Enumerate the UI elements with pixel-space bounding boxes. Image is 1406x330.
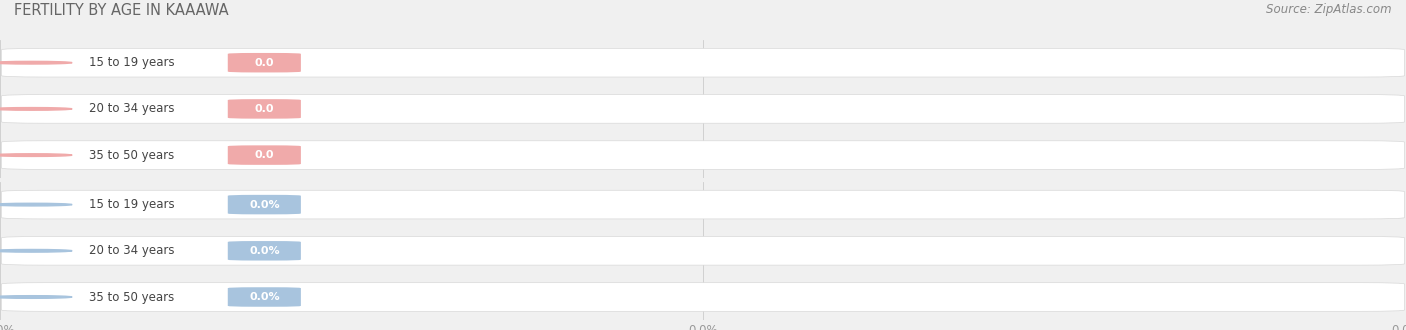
Circle shape bbox=[0, 203, 72, 206]
Text: 15 to 19 years: 15 to 19 years bbox=[89, 56, 174, 69]
Text: Source: ZipAtlas.com: Source: ZipAtlas.com bbox=[1267, 3, 1392, 16]
Circle shape bbox=[0, 249, 72, 252]
Circle shape bbox=[0, 61, 72, 64]
Text: 0.0%: 0.0% bbox=[249, 246, 280, 256]
Circle shape bbox=[0, 108, 72, 110]
FancyBboxPatch shape bbox=[228, 53, 301, 73]
Text: 20 to 34 years: 20 to 34 years bbox=[89, 244, 174, 257]
Text: 0.0: 0.0 bbox=[254, 104, 274, 114]
Text: 0.0: 0.0 bbox=[254, 58, 274, 68]
Text: FERTILITY BY AGE IN KAAAWA: FERTILITY BY AGE IN KAAAWA bbox=[14, 3, 229, 18]
Text: 15 to 19 years: 15 to 19 years bbox=[89, 198, 174, 211]
Text: 35 to 50 years: 35 to 50 years bbox=[89, 290, 174, 304]
Text: 20 to 34 years: 20 to 34 years bbox=[89, 102, 174, 115]
FancyBboxPatch shape bbox=[228, 195, 301, 214]
FancyBboxPatch shape bbox=[1, 190, 1405, 219]
FancyBboxPatch shape bbox=[228, 241, 301, 261]
FancyBboxPatch shape bbox=[228, 287, 301, 307]
FancyBboxPatch shape bbox=[1, 283, 1405, 311]
FancyBboxPatch shape bbox=[228, 145, 301, 165]
FancyBboxPatch shape bbox=[228, 99, 301, 119]
Circle shape bbox=[0, 296, 72, 298]
Circle shape bbox=[0, 154, 72, 156]
Text: 0.0: 0.0 bbox=[254, 150, 274, 160]
Text: 0.0%: 0.0% bbox=[249, 200, 280, 210]
FancyBboxPatch shape bbox=[1, 95, 1405, 123]
Text: 0.0%: 0.0% bbox=[249, 292, 280, 302]
FancyBboxPatch shape bbox=[1, 237, 1405, 265]
FancyBboxPatch shape bbox=[1, 141, 1405, 169]
Text: 35 to 50 years: 35 to 50 years bbox=[89, 148, 174, 162]
FancyBboxPatch shape bbox=[1, 49, 1405, 77]
